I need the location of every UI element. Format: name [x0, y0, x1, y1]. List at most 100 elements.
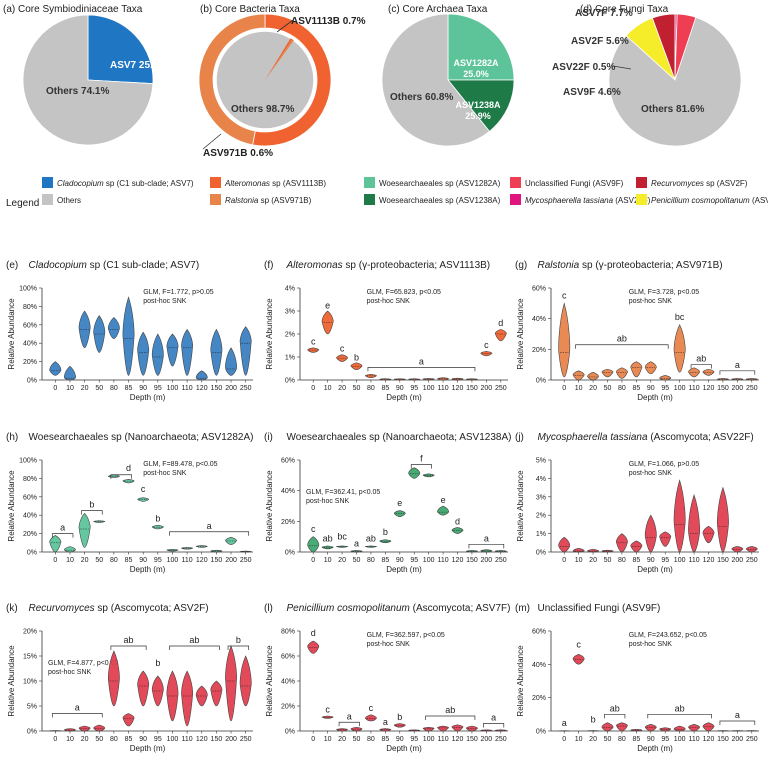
x-tick-label-m-0: 0: [562, 736, 566, 743]
sig-bracket-label-h-0: a: [60, 523, 65, 533]
violin-m-10: [702, 722, 715, 732]
y-tick-label-k-2: 10%: [23, 679, 37, 686]
x-tick-label-e-7: 95: [154, 385, 162, 392]
pie-label-a-1: Others 74.1%: [46, 86, 109, 97]
x-tick-label-m-3: 50: [604, 736, 612, 743]
violin-l-12: [480, 729, 493, 732]
legend-label-1: Others: [57, 196, 81, 205]
stats-text-l: GLM, F=362.597, p<0.05: [367, 632, 445, 639]
violin-k-1: [64, 728, 76, 732]
violin-e-11: [210, 328, 223, 376]
sig-letter-i-3: a: [354, 539, 359, 549]
violin-l-0: [307, 640, 320, 654]
x-tick-label-m-4: 80: [618, 736, 626, 743]
y-tick-label-h-1: 20%: [23, 531, 37, 538]
violin-e-4: [108, 317, 120, 339]
panel-title-l: Penicillium cosmopolitanum (Ascomycota; …: [287, 603, 511, 614]
y-tick-label-h-3: 60%: [23, 494, 37, 501]
violin-j-4: [616, 533, 628, 553]
x-tick-label-k-6: 90: [139, 736, 147, 743]
sig-letter-k-0: b: [155, 658, 160, 668]
panel-title-j-rest: (Ascomycota; ASV22F): [648, 432, 754, 443]
sig-bracket-k-0: [51, 713, 103, 718]
violin-h-5: [122, 479, 135, 484]
pie-label-b-ring-1: ASV971B 0.6%: [203, 148, 273, 159]
x-tick-label-h-3: 50: [95, 557, 103, 564]
x-tick-label-h-1: 10: [66, 557, 74, 564]
panel-title-i: Woesearchaeales sp (Nanoarchaeota; ASV12…: [287, 432, 512, 443]
legend-label-7: Mycosphaerella tassiana (ASV22F): [525, 196, 651, 205]
sig-bracket-label-m-1: ab: [675, 703, 685, 713]
violin-f-6: [393, 378, 406, 381]
x-tick-label-k-9: 110: [182, 736, 193, 743]
x-tick-label-m-9: 110: [688, 736, 699, 743]
y-tick-label-j-5: 5%: [536, 458, 546, 465]
pie-label-a-0: ASV7 25.9%: [110, 60, 167, 71]
sig-letter-g-0: c: [562, 291, 567, 301]
y-axis-label-h: Relative Abundance: [7, 470, 16, 542]
sig-bracket-m-2: [719, 720, 756, 725]
stats-text-m: GLM, F=243.652, p<0.05: [629, 632, 707, 639]
sig-letter-l-2: c: [369, 703, 374, 713]
violin-j-12: [731, 546, 744, 553]
violin-e-12: [225, 347, 237, 376]
panel-title-j-italic: Mycosphaerella tassiana: [538, 432, 648, 443]
x-axis-label-j: Depth (m): [637, 565, 673, 574]
panel-label-i: (i): [264, 432, 273, 443]
sig-bracket-l-1: [425, 715, 476, 720]
panel-title-m: Unclassified Fungi (ASV9F): [538, 603, 661, 614]
sig-letter-i-6: e: [397, 498, 402, 508]
sig-bracket-k-2: [169, 645, 220, 650]
legend-label-italic-2: Alteromonas: [224, 179, 270, 188]
y-tick-label-e-3: 60%: [23, 322, 37, 329]
x-tick-label-j-3: 50: [604, 557, 612, 564]
violin-i-8: [422, 473, 435, 478]
x-tick-label-k-11: 150: [211, 736, 223, 743]
violin-h-4: [108, 474, 120, 478]
violin-i-4: [365, 545, 377, 548]
violin-i-1: [321, 545, 334, 550]
sig-bracket-m-0: [604, 713, 626, 719]
violin-f-10: [451, 377, 464, 381]
y-tick-label-j-1: 1%: [536, 531, 546, 538]
violin-j-2: [587, 548, 599, 553]
pie-title-c: (c) Core Archaea Taxa: [388, 4, 488, 15]
violin-k-2: [78, 725, 91, 732]
legend-label-italic-7: Mycosphaerella tassiana: [525, 196, 614, 205]
violin-l-2: [336, 728, 348, 732]
x-tick-label-f-10: 120: [452, 385, 464, 392]
x-tick-label-k-7: 95: [154, 736, 162, 743]
panel-label-h: (h): [6, 432, 18, 443]
x-axis-label-g: Depth (m): [637, 393, 673, 402]
y-axis-label-f: Relative Abundance: [265, 298, 274, 370]
y-tick-label-e-1: 20%: [23, 359, 37, 366]
legend-swatch-2: [210, 177, 221, 188]
y-tick-label-h-4: 80%: [23, 476, 37, 483]
legend-label-0: Cladocopium sp (C1 sub-clade; ASV7): [57, 179, 194, 188]
sig-letter-i-4: ab: [366, 533, 376, 543]
violin-j-11: [717, 486, 729, 553]
y-tick-label-h-2: 40%: [23, 513, 37, 520]
pie-label-d-4: Others 81.6%: [641, 104, 704, 115]
sig-bracket-label-l-1: ab: [445, 705, 455, 715]
x-tick-label-l-1: 10: [324, 736, 332, 743]
y-tick-label-f-0: 0%: [285, 378, 295, 385]
x-tick-label-h-2: 20: [81, 557, 89, 564]
sig-bracket-label-f-0: a: [419, 356, 424, 366]
x-tick-label-l-13: 250: [495, 736, 507, 743]
y-tick-label-f-4: 4%: [285, 286, 295, 293]
violin-l-8: [422, 726, 435, 732]
posthoc-text-m: post-hoc SNK: [629, 641, 673, 648]
x-tick-label-j-6: 90: [647, 557, 655, 564]
pie-title-d: (d) Core Fungi Taxa: [580, 4, 669, 15]
violin-h-6: [137, 497, 150, 502]
panel-title-h-rest: Woesearchaeales sp (Nanoarchaeota; ASV12…: [29, 432, 254, 443]
legend-swatch-6: [510, 177, 521, 188]
legend-label-rest-0: sp (C1 sub-clade; ASV7): [104, 179, 194, 188]
pie-label-d-0: ASV7F 7.7%: [575, 8, 633, 19]
sig-letter-m-0: a: [562, 718, 567, 728]
violin-k-9: [181, 670, 193, 727]
x-tick-label-e-9: 110: [182, 385, 193, 392]
x-tick-label-l-5: 85: [381, 736, 389, 743]
pie-label-c-0a: ASV1282A: [453, 58, 499, 68]
